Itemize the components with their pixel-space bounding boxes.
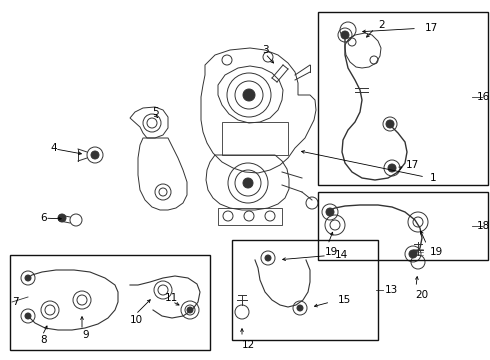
Circle shape: [25, 275, 31, 281]
Text: 17: 17: [425, 23, 438, 33]
Circle shape: [187, 307, 193, 313]
Circle shape: [388, 164, 396, 172]
Circle shape: [386, 120, 394, 128]
Text: 6: 6: [40, 213, 47, 223]
Text: 18: 18: [477, 221, 490, 231]
Circle shape: [326, 208, 334, 216]
Text: 2: 2: [378, 20, 385, 30]
Text: 19: 19: [430, 247, 443, 257]
Text: 20: 20: [415, 290, 428, 300]
Text: 7: 7: [12, 297, 19, 307]
Text: 11: 11: [165, 293, 178, 303]
Text: 16: 16: [477, 92, 490, 102]
Text: 15: 15: [338, 295, 351, 305]
Text: 3: 3: [262, 45, 269, 55]
Circle shape: [243, 89, 255, 101]
Text: 5: 5: [152, 107, 159, 117]
Bar: [232, 240, 378, 340]
Text: 8: 8: [40, 335, 47, 345]
Bar: [10, 255, 210, 350]
Text: 14: 14: [335, 250, 348, 260]
Circle shape: [91, 151, 99, 159]
Bar: [318, 12, 488, 185]
Bar: [318, 192, 488, 260]
Circle shape: [265, 255, 271, 261]
Text: 17: 17: [406, 160, 419, 170]
Circle shape: [409, 250, 417, 258]
Text: 9: 9: [82, 330, 89, 340]
Circle shape: [341, 31, 349, 39]
Circle shape: [297, 305, 303, 311]
Text: 10: 10: [130, 315, 143, 325]
Circle shape: [25, 313, 31, 319]
Circle shape: [243, 178, 253, 188]
Text: 12: 12: [242, 340, 255, 350]
Text: 19: 19: [325, 247, 338, 257]
Circle shape: [58, 214, 66, 222]
Text: 1: 1: [430, 173, 437, 183]
Text: 13: 13: [385, 285, 398, 295]
Text: 4: 4: [50, 143, 57, 153]
